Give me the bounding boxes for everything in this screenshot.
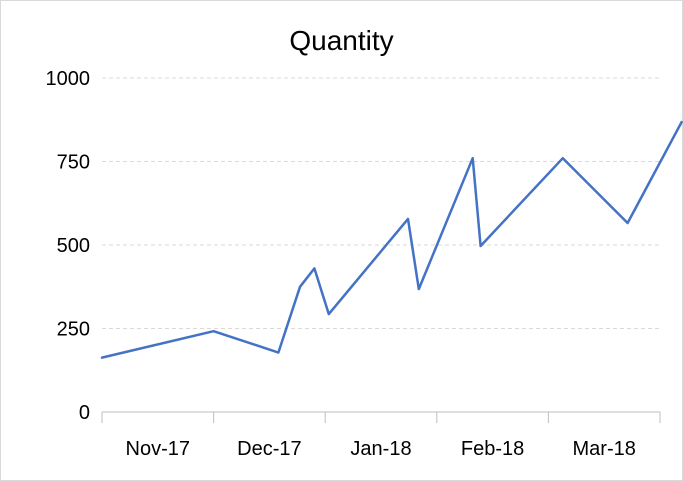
x-tick-label: Feb-18	[461, 438, 524, 460]
chart-title: Quantity	[289, 25, 394, 56]
data-point	[406, 216, 411, 221]
data-point	[326, 312, 331, 317]
data-point	[625, 220, 630, 225]
axes	[101, 411, 661, 423]
data-point	[211, 329, 216, 334]
data-point	[470, 156, 475, 161]
x-tick-label: Dec-17	[237, 438, 301, 460]
y-tick-label: 750	[57, 152, 90, 174]
data-point	[276, 350, 281, 355]
data-point	[312, 266, 317, 271]
data-point	[298, 284, 303, 289]
x-tick-label: Jan-18	[350, 438, 411, 460]
x-tick-label: Mar-18	[573, 438, 636, 460]
gridlines	[102, 77, 660, 329]
y-tick-label: 0	[79, 402, 90, 424]
data-point	[560, 156, 565, 161]
x-tick-label: Nov-17	[126, 438, 190, 460]
data-point	[416, 287, 421, 292]
series-line	[100, 120, 683, 359]
y-tick-label: 500	[57, 235, 90, 257]
y-tick-label: 250	[57, 319, 90, 341]
series-layer	[100, 120, 683, 360]
data-point	[100, 355, 105, 360]
y-tick-label: 1000	[46, 68, 91, 90]
tick-labels: 0 250 500 750 1000 Nov-17 Dec-17 Jan-18 Feb-18 Ma…	[46, 68, 636, 460]
data-point	[478, 244, 483, 249]
